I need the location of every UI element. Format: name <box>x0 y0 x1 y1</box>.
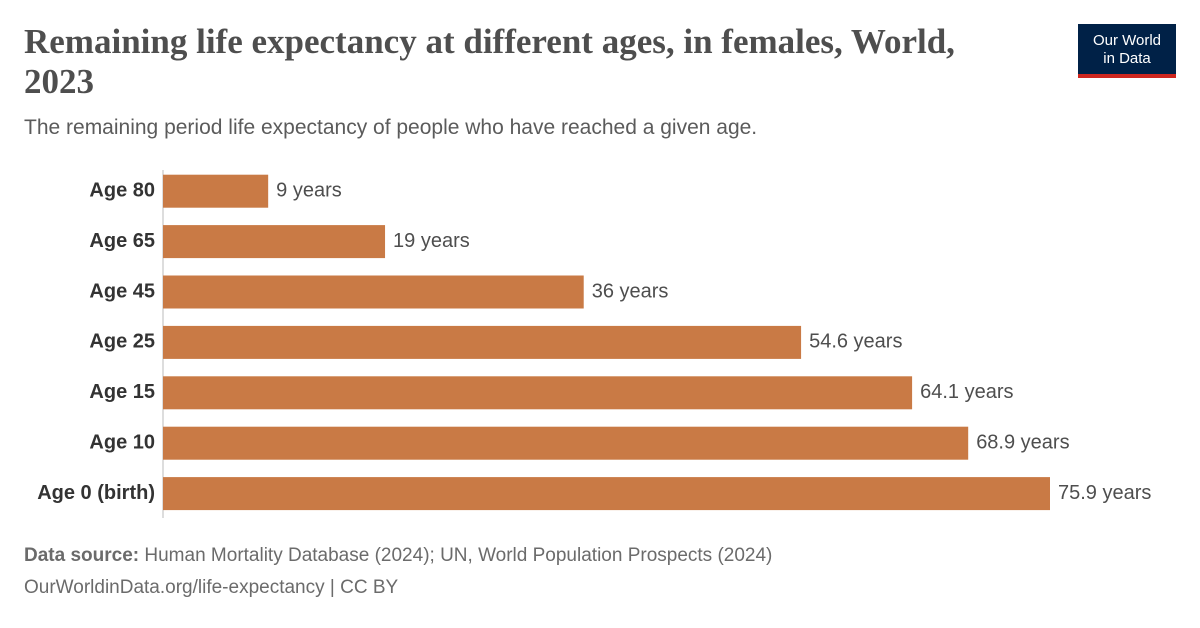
value-label: 64.1 years <box>920 381 1013 403</box>
source-text: Human Mortality Database (2024); UN, Wor… <box>144 545 773 566</box>
bar <box>163 275 584 309</box>
value-label: 19 years <box>393 230 470 252</box>
category-label: Age 10 <box>89 431 155 453</box>
category-label: Age 25 <box>89 331 155 353</box>
bar <box>163 426 969 460</box>
bar <box>163 376 913 410</box>
source: Data source: Human Mortality Database (2… <box>24 545 772 567</box>
value-label: 54.6 years <box>809 331 902 353</box>
source-label: Data source: <box>24 545 140 566</box>
category-label: Age 80 <box>89 179 155 201</box>
category-label: Age 0 (birth) <box>37 482 155 504</box>
logo-stripe <box>1078 74 1176 78</box>
value-label: 36 years <box>592 280 669 302</box>
category-label: Age 15 <box>89 381 155 403</box>
bar <box>163 325 802 359</box>
logo-text: in Data <box>1103 50 1151 67</box>
bar <box>163 477 1050 511</box>
chart-title: Remaining life expectancy at different a… <box>24 22 955 101</box>
category-label: Age 65 <box>89 230 155 252</box>
logo-box <box>1078 24 1176 78</box>
footer: OurWorldinData.org/life-expectancy | CC … <box>24 577 399 598</box>
logo-text: Our World <box>1093 32 1161 49</box>
value-label: 68.9 years <box>976 431 1069 453</box>
category-label: Age 45 <box>89 280 155 302</box>
bar <box>163 174 269 208</box>
value-label: 9 years <box>276 179 342 201</box>
bar <box>163 225 386 259</box>
subtitle: The remaining period life expectancy of … <box>24 116 758 139</box>
value-label: 75.9 years <box>1058 482 1151 504</box>
